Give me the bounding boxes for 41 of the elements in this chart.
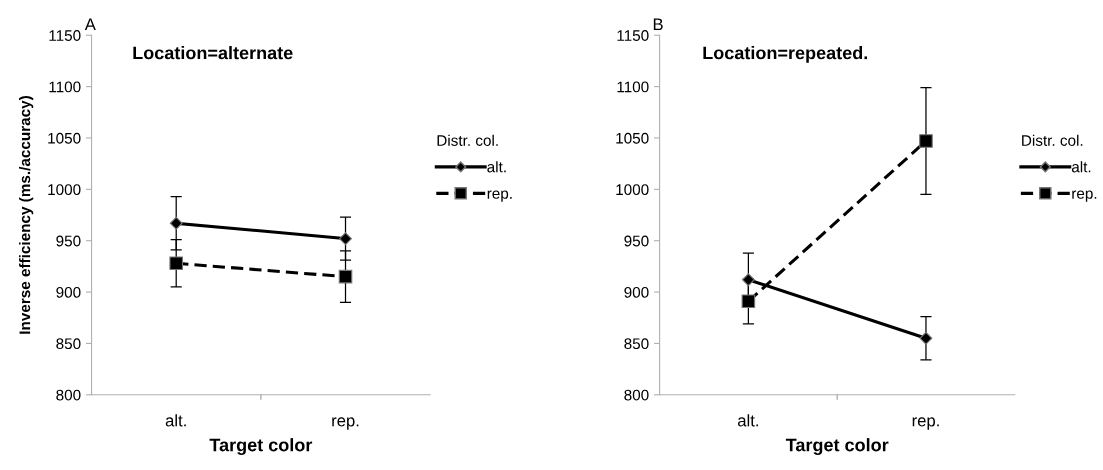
y-tick-label: 800 [624, 389, 649, 401]
y-tick-label: 1100 [617, 81, 649, 93]
chart-title: Location=alternate [133, 46, 293, 60]
y-tick-label: 1050 [616, 132, 649, 144]
x-tick-label: alt. [737, 414, 758, 427]
y-tick-label: 1050 [48, 132, 81, 144]
y-tick-label: 900 [624, 286, 649, 298]
point [741, 294, 756, 309]
y-tick-label: 900 [56, 286, 81, 298]
text: Location=repeated. [703, 46, 868, 63]
y-axis-title: Inverse efficiency (ms./accuracy) [19, 96, 34, 334]
legend-label: rep. [1072, 190, 1097, 202]
y-tick-label: 1150 [49, 30, 81, 41]
point [169, 256, 184, 271]
point [339, 232, 352, 246]
point [338, 269, 353, 284]
legend-label: rep. [487, 190, 512, 202]
x-axis-title: Target color [209, 438, 313, 456]
x-tick-label: alt. [165, 414, 186, 427]
y-tick-label: 1000 [616, 184, 649, 196]
legend-label: alt. [487, 161, 506, 173]
y-tick-label: 950 [56, 235, 81, 247]
legend-title: Distr. col. [1022, 134, 1083, 146]
y-tick-label: 950 [624, 235, 649, 247]
x-tick-label: rep. [912, 417, 939, 430]
point [169, 216, 183, 230]
y-tick-label: 1100 [49, 81, 81, 93]
point [919, 134, 933, 148]
legend-label: alt. [1071, 161, 1091, 173]
text: A [84, 18, 96, 30]
y-tick-label: 850 [624, 338, 649, 350]
legend-title: Distr. col. [437, 134, 498, 146]
x-axis-title: Target color [785, 438, 889, 456]
text: B [653, 18, 663, 30]
point [919, 331, 933, 345]
y-tick-label: 1000 [48, 184, 81, 196]
y-tick-label: 800 [56, 389, 81, 401]
y-tick-label: 1150 [617, 30, 649, 41]
x-tick-label: rep. [332, 417, 359, 430]
y-tick-label: 850 [56, 338, 81, 350]
point [741, 273, 755, 287]
